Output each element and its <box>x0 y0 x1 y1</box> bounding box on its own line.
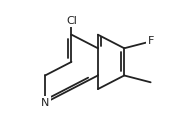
Text: Cl: Cl <box>66 16 77 26</box>
Text: F: F <box>147 36 154 47</box>
Text: N: N <box>41 98 49 108</box>
